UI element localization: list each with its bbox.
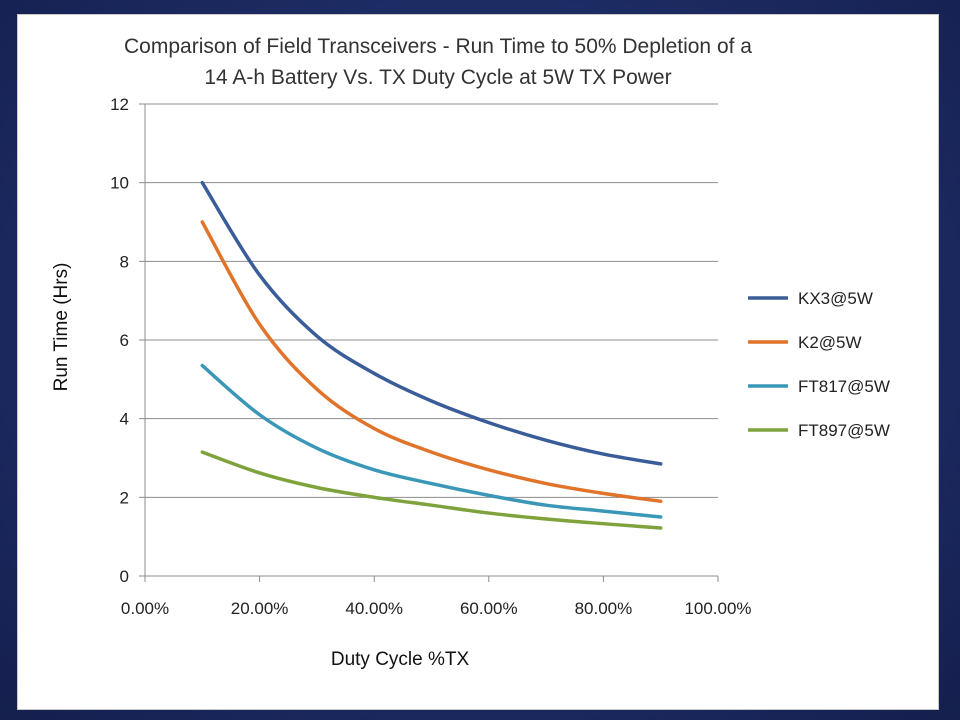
y-tick-label: 10 [110,174,129,193]
chart-title-line-2: 14 A-h Battery Vs. TX Duty Cycle at 5W T… [204,66,671,89]
x-tick-label: 20.00% [231,599,289,618]
legend-label: K2@5W [798,333,862,352]
y-tick-label: 8 [120,252,129,271]
x-tick-label: 100.00% [684,599,751,618]
series-line-k2-5w [200,220,663,504]
y-tick-label: 0 [120,567,129,586]
x-tick-label: 60.00% [460,599,518,618]
x-tick-labels: 0.00% 20.00% 40.00% 60.00% 80.00% 100.00% [121,599,752,618]
series-lines [200,180,663,530]
legend: KX3@5W K2@5W FT817@5W FT897@5W [748,289,890,440]
x-tick-label: 0.00% [121,599,169,618]
y-tick-label: 2 [120,488,129,507]
x-tick-label: 80.00% [575,599,633,618]
legend-label: KX3@5W [798,289,873,308]
series-line-ft897-5w [200,450,663,530]
series-line-ft817-5w [200,363,663,519]
y-tick-label: 12 [110,95,129,114]
legend-label: FT897@5W [798,421,890,440]
chart-panel: Comparison of Field Transceivers - Run T… [17,14,939,710]
legend-label: FT817@5W [798,377,890,396]
y-tick-labels: 0 2 4 6 8 10 12 [110,95,129,586]
series-line-kx3-5w [200,180,663,466]
y-tick-label: 6 [120,331,129,350]
x-tick-label: 40.00% [345,599,403,618]
line-chart: Comparison of Field Transceivers - Run T… [51,35,890,670]
gridlines [139,103,718,577]
y-tick-label: 4 [120,410,129,429]
chart-title-line-1: Comparison of Field Transceivers - Run T… [124,35,752,58]
y-axis-title: Run Time (Hrs) [51,263,72,392]
axes [144,104,719,582]
x-axis-title: Duty Cycle %TX [331,649,470,670]
